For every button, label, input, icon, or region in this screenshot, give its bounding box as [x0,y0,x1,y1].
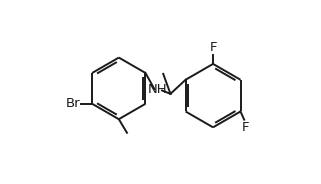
Text: F: F [241,121,249,135]
Text: F: F [209,41,217,54]
Text: Br: Br [66,97,81,110]
Text: NH: NH [148,83,168,96]
